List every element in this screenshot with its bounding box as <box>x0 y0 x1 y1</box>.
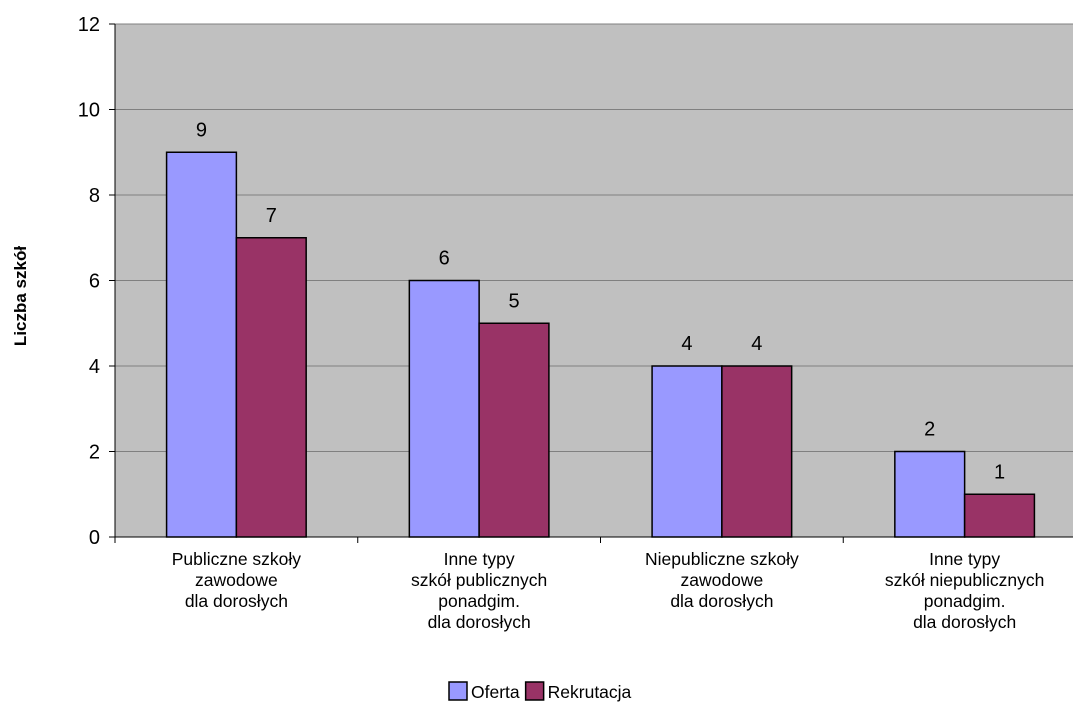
bar-oferta <box>408 279 480 538</box>
y-tick-label: 6 <box>89 271 100 293</box>
data-label: 1 <box>994 461 1005 483</box>
bar-rekrutacja <box>721 365 793 538</box>
category-label: Inne typy szkół publicznych ponadgim. dla d… <box>411 549 547 632</box>
bar-rekrutacja <box>478 322 550 538</box>
data-label: 6 <box>439 248 450 270</box>
y-tick-label: 4 <box>89 356 100 378</box>
legend-label-rekrutacja: Rekrutacja <box>548 682 632 702</box>
legend-label-oferta: Oferta <box>471 682 520 702</box>
legend-swatch-oferta <box>448 681 468 701</box>
category-label: Niepubliczne szkoły zawodowe dla dorosłych <box>645 549 799 611</box>
category-label: Publiczne szkoły zawodowe dla dorosłych <box>172 549 302 611</box>
y-tick-label: 12 <box>78 14 100 36</box>
data-label: 5 <box>508 290 519 312</box>
data-label: 4 <box>751 333 762 355</box>
legend: Oferta Rekrutacja <box>448 681 632 702</box>
bar-oferta <box>165 151 238 538</box>
category-label: Inne typy szkół niepublicznych ponadgim. dl… <box>885 549 1045 632</box>
bar-oferta <box>651 365 723 538</box>
y-tick-label: 10 <box>78 100 100 122</box>
bar-oferta <box>894 450 966 538</box>
y-axis-label: Liczba szkół <box>11 246 30 346</box>
legend-swatch-rekrutacja <box>524 681 545 701</box>
y-tick-label: 2 <box>89 442 100 464</box>
y-tick-label: 0 <box>89 527 100 549</box>
data-label: 7 <box>266 205 277 227</box>
bar-rekrutacja <box>963 493 1036 538</box>
data-label: 4 <box>681 333 692 355</box>
y-tick-label: 8 <box>89 185 100 207</box>
data-label: 9 <box>196 119 207 141</box>
bar-rekrutacja <box>235 237 307 538</box>
data-label: 2 <box>924 419 935 441</box>
